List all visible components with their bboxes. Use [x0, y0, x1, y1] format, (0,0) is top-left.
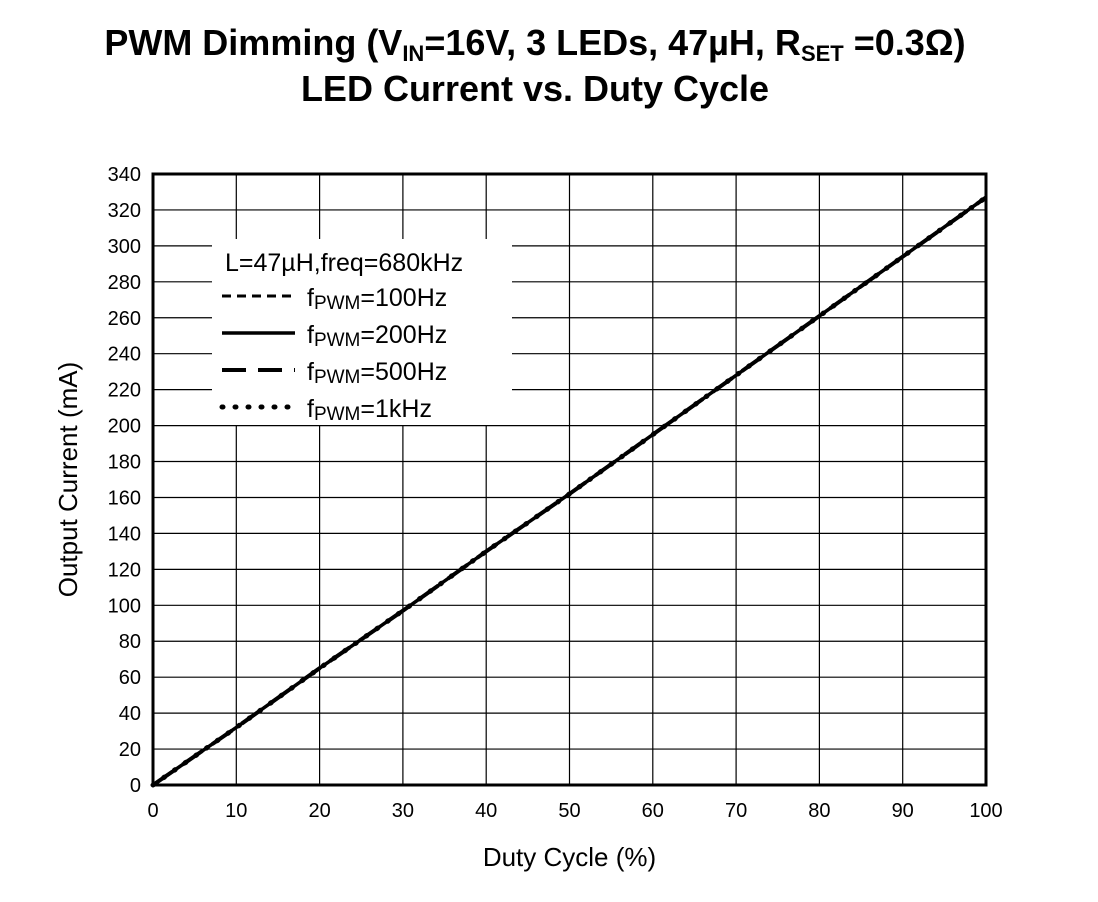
legend-entry-label: fPWM=1kHz — [307, 395, 432, 425]
x-axis-label: Duty Cycle (%) — [483, 842, 656, 872]
y-tick-label: 100 — [108, 595, 141, 617]
y-tick-label: 340 — [108, 164, 141, 186]
x-tick-label: 100 — [969, 800, 1002, 822]
y-axis-label: Output Current (mA) — [53, 362, 83, 598]
title-text-part: PWM Dimming (V — [104, 22, 403, 63]
x-tick-label: 10 — [225, 800, 247, 822]
x-tick-label: 70 — [725, 800, 747, 822]
y-tick-label: 280 — [108, 272, 141, 294]
y-tick-label: 260 — [108, 308, 141, 330]
legend: L=47µH,freq=680kHz fPWM=100Hz fPWM=200Hz fP… — [212, 239, 512, 425]
y-tick-label: 120 — [108, 559, 141, 581]
title-subscript: IN — [402, 41, 425, 66]
x-tick-label: 40 — [475, 800, 497, 822]
x-tick-label: 0 — [147, 800, 158, 822]
title-subscript: SET — [800, 41, 844, 66]
y-tick-label: 140 — [108, 523, 141, 545]
y-tick-label: 160 — [108, 487, 141, 509]
legend-entry-label: fPWM=100Hz — [307, 284, 447, 314]
title-text-part: =0.3Ω) — [843, 22, 966, 63]
tick-labels: 0 10 20 30 40 50 60 70 80 90 100 0 20 40 60 80 100 120 140… — [108, 164, 1003, 822]
y-tick-label: 180 — [108, 452, 141, 474]
x-tick-label: 30 — [392, 800, 414, 822]
x-tick-label: 50 — [558, 800, 580, 822]
y-tick-label: 200 — [108, 416, 141, 438]
chart-title: PWM Dimming (VIN=16V, 3 LEDs, 47µH, RSET… — [0, 20, 1070, 112]
legend-entry-label: fPWM=500Hz — [307, 358, 447, 388]
y-tick-label: 300 — [108, 236, 141, 258]
legend-header: L=47µH,freq=680kHz — [225, 249, 463, 277]
legend-entry-label: fPWM=200Hz — [307, 321, 447, 351]
y-tick-label: 0 — [130, 775, 141, 797]
title-text-part: =16V, 3 LEDs, 47µH, R — [424, 22, 801, 63]
chart-title-line1: PWM Dimming (VIN=16V, 3 LEDs, 47µH, RSET… — [0, 20, 1070, 66]
plot-frame — [151, 172, 988, 787]
y-tick-label: 220 — [108, 380, 141, 402]
series-lines — [150, 194, 989, 788]
x-tick-label: 90 — [892, 800, 914, 822]
y-tick-label: 40 — [119, 703, 141, 725]
y-tick-label: 320 — [108, 200, 141, 222]
x-tick-label: 20 — [308, 800, 330, 822]
chart-title-line2: LED Current vs. Duty Cycle — [300, 68, 770, 109]
y-tick-label: 240 — [108, 344, 141, 366]
y-tick-label: 80 — [119, 631, 141, 653]
y-tick-label: 60 — [119, 667, 141, 689]
y-tick-label: 20 — [119, 739, 141, 761]
x-tick-label: 80 — [808, 800, 830, 822]
x-tick-label: 60 — [642, 800, 664, 822]
series-line — [150, 194, 989, 788]
